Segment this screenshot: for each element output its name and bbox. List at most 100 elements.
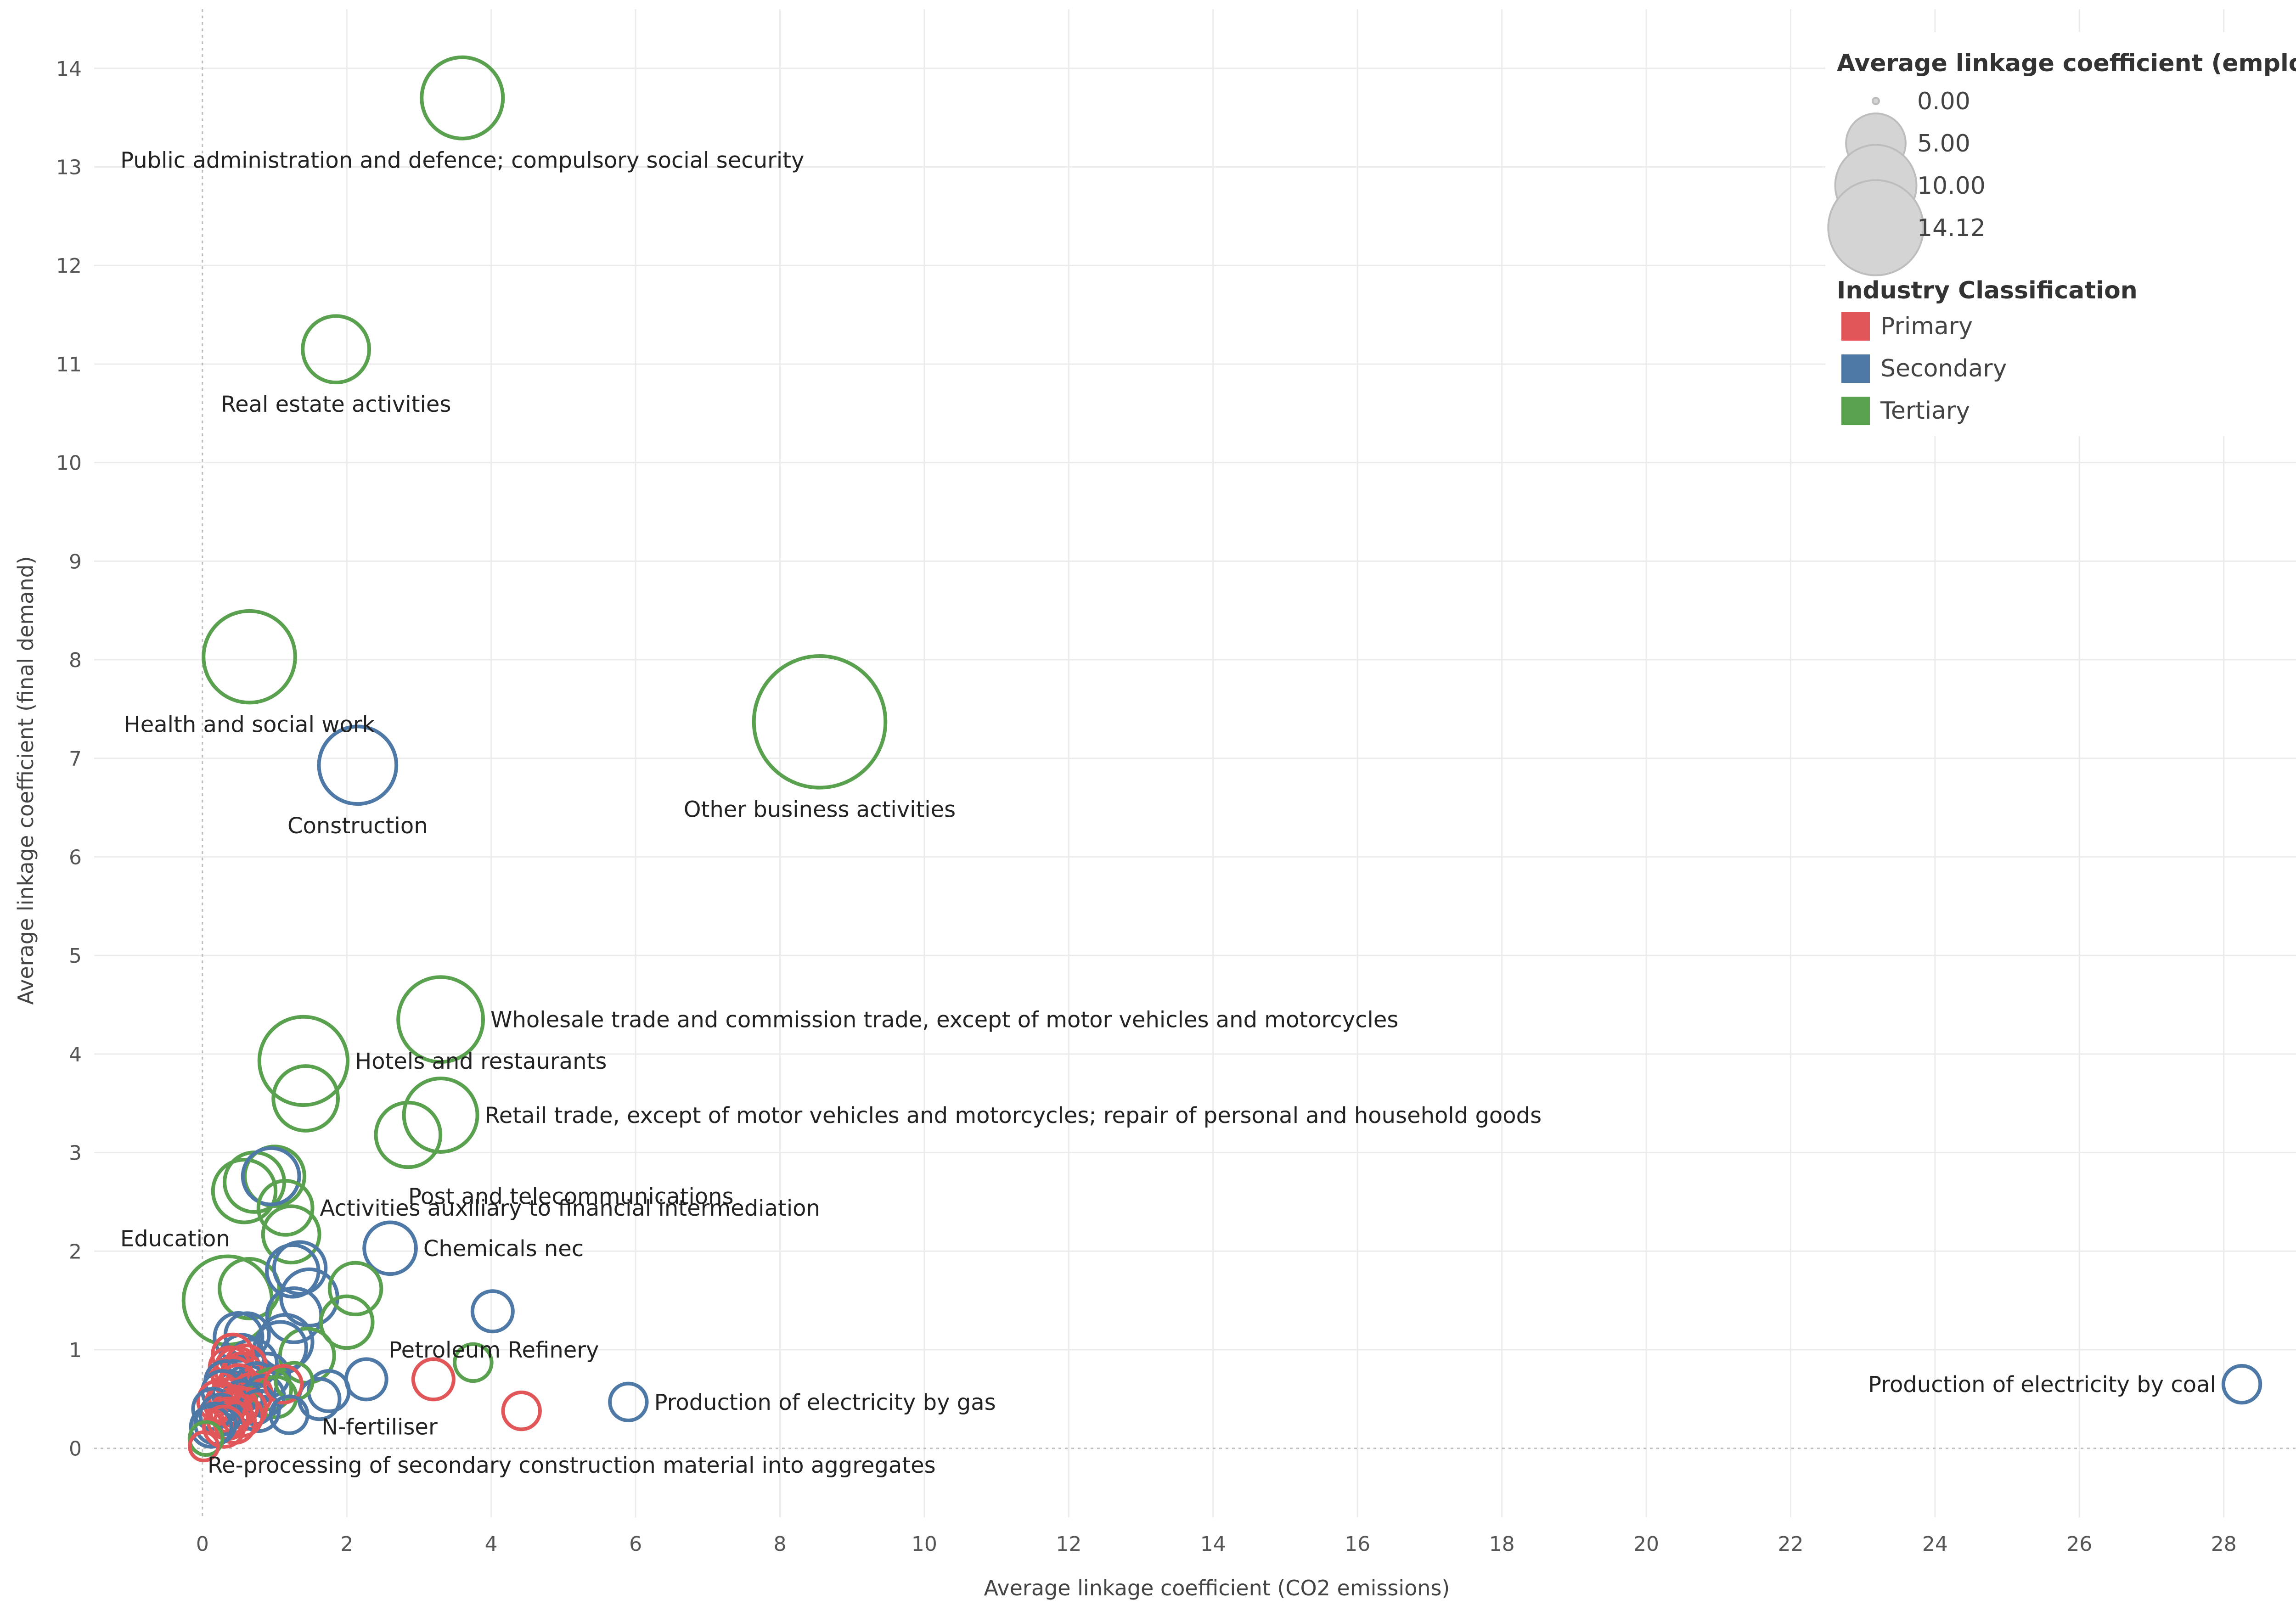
color-legend-label: Tertiary <box>1880 397 1970 425</box>
y-tick-label: 4 <box>69 1043 82 1066</box>
bubble-tertiary <box>453 1342 494 1383</box>
color-legend: Primary Secondary Tertiary <box>1841 312 2007 425</box>
x-tick-label: 18 <box>1489 1532 1515 1556</box>
bubble-secondary <box>269 1394 310 1435</box>
x-tick-label: 12 <box>1056 1532 1081 1556</box>
legend: Average linkage coefficient (employment)… <box>1825 32 2296 436</box>
y-axis-title: Average linkage coefficient (final deman… <box>13 556 38 1005</box>
x-axis-ticks: 0 2 4 6 8 10 12 14 16 18 20 22 24 26 28 <box>196 1532 2237 1556</box>
annotation-label: Other business activities <box>684 797 956 823</box>
color-legend-swatch <box>1841 312 1870 341</box>
y-tick-label: 3 <box>69 1142 82 1165</box>
bubble-primary <box>411 1357 456 1402</box>
bubble-secondary <box>272 1240 328 1296</box>
annotation-label: N-fertiliser <box>321 1414 438 1440</box>
bubble-tertiary <box>402 1077 479 1154</box>
bubble-tertiary <box>261 1204 321 1265</box>
bubble-tertiary <box>187 1420 225 1457</box>
x-tick-label: 16 <box>1345 1532 1370 1556</box>
y-tick-label: 13 <box>56 156 82 180</box>
bubble-secondary <box>470 1289 515 1334</box>
y-tick-label: 11 <box>56 353 82 376</box>
y-tick-label: 14 <box>56 57 82 81</box>
annotation-label: Production of electricity by gas <box>654 1390 996 1415</box>
x-tick-label: 14 <box>1200 1532 1226 1556</box>
vertical-gridlines <box>346 9 2225 1517</box>
bubble-tertiary <box>301 314 371 385</box>
annotation-label: Chemicals nec <box>423 1236 584 1262</box>
bubble-secondary <box>317 724 399 806</box>
bubble-primary <box>188 1430 220 1463</box>
annotation-label: Hotels and restaurants <box>355 1049 607 1074</box>
bubble-tertiary <box>319 1294 375 1350</box>
bubble-secondary <box>2221 1364 2262 1405</box>
y-tick-label: 8 <box>69 649 82 672</box>
size-legend-label: 14.12 <box>1917 214 1986 242</box>
annotation-label: Re-processing of secondary construction … <box>208 1453 936 1478</box>
bubble-tertiary <box>752 654 888 790</box>
size-legend-bubble <box>1872 97 1880 105</box>
y-tick-label: 2 <box>69 1240 82 1263</box>
bubble-tertiary <box>271 1064 340 1133</box>
x-tick-label: 20 <box>1633 1532 1659 1556</box>
color-legend-title: Industry Classification <box>1837 277 2138 304</box>
x-tick-label: 28 <box>2211 1532 2237 1556</box>
color-legend-label: Primary <box>1880 313 1973 340</box>
zero-reference-lines <box>94 9 2296 1517</box>
bubble-primary <box>263 1364 304 1405</box>
bubble-secondary <box>265 1243 321 1299</box>
annotation-label: Petroleum Refinery <box>388 1337 599 1363</box>
x-tick-label: 8 <box>774 1532 787 1556</box>
bubble-tertiary <box>256 1178 315 1237</box>
color-legend-swatch <box>1841 354 1870 383</box>
annotation-layer: Public administration and defence; compu… <box>120 148 2216 1478</box>
bubble-layer <box>181 55 2262 1463</box>
size-legend-label: 5.00 <box>1917 130 1970 157</box>
x-tick-label: 22 <box>1778 1532 1803 1556</box>
annotation-label: Production of electricity by coal <box>1868 1372 2216 1397</box>
annotation-label: Construction <box>287 813 428 839</box>
size-legend: 0.00 5.00 10.00 14.12 <box>1827 88 1986 276</box>
x-tick-label: 0 <box>196 1532 209 1556</box>
y-tick-label: 1 <box>69 1339 82 1362</box>
y-tick-label: 5 <box>69 944 82 968</box>
y-tick-label: 9 <box>69 550 82 573</box>
bubble-secondary <box>362 1220 418 1276</box>
y-tick-label: 0 <box>69 1437 82 1461</box>
bubble-tertiary <box>420 55 505 140</box>
bubble-tertiary <box>396 975 485 1064</box>
annotation-label: Activities auxiliary to financial interm… <box>320 1195 820 1221</box>
y-tick-label: 7 <box>69 747 82 771</box>
size-legend-label: 0.00 <box>1917 88 1970 115</box>
bubble-primary <box>202 1404 246 1449</box>
bubble-secondary <box>608 1381 649 1422</box>
size-legend-label: 10.00 <box>1917 172 1986 200</box>
x-tick-label: 2 <box>340 1532 353 1556</box>
x-tick-label: 4 <box>485 1532 498 1556</box>
annotation-label: Education <box>120 1226 230 1251</box>
color-legend-swatch <box>1841 397 1870 425</box>
bubble-tertiary <box>202 609 297 705</box>
x-tick-label: 10 <box>912 1532 937 1556</box>
y-tick-label: 6 <box>69 846 82 869</box>
annotation-label: Wholesale trade and commission trade, ex… <box>490 1007 1398 1033</box>
bubble-tertiary <box>374 1100 443 1169</box>
annotation-label: Post and telecommunications <box>408 1184 734 1209</box>
y-tick-label: 12 <box>56 254 82 278</box>
x-tick-label: 6 <box>629 1532 642 1556</box>
annotation-label: Retail trade, except of motor vehicles a… <box>485 1103 1542 1128</box>
y-tick-label: 10 <box>56 452 82 475</box>
bubble-tertiary <box>211 1158 278 1224</box>
size-legend-title: Average linkage coefficient (employment) <box>1837 50 2296 77</box>
bubble-primary <box>501 1390 542 1431</box>
annotation-label: Real estate activities <box>221 392 451 417</box>
annotation-label: Health and social work <box>124 712 375 737</box>
x-axis-title: Average linkage coefficient (CO2 emissio… <box>984 1576 1450 1600</box>
bubble-tertiary <box>257 1015 350 1107</box>
annotation-label: Public administration and defence; compu… <box>120 148 804 174</box>
bubble-secondary <box>241 1146 301 1207</box>
x-tick-label: 26 <box>2066 1532 2092 1556</box>
size-legend-bubble <box>1827 179 1925 276</box>
